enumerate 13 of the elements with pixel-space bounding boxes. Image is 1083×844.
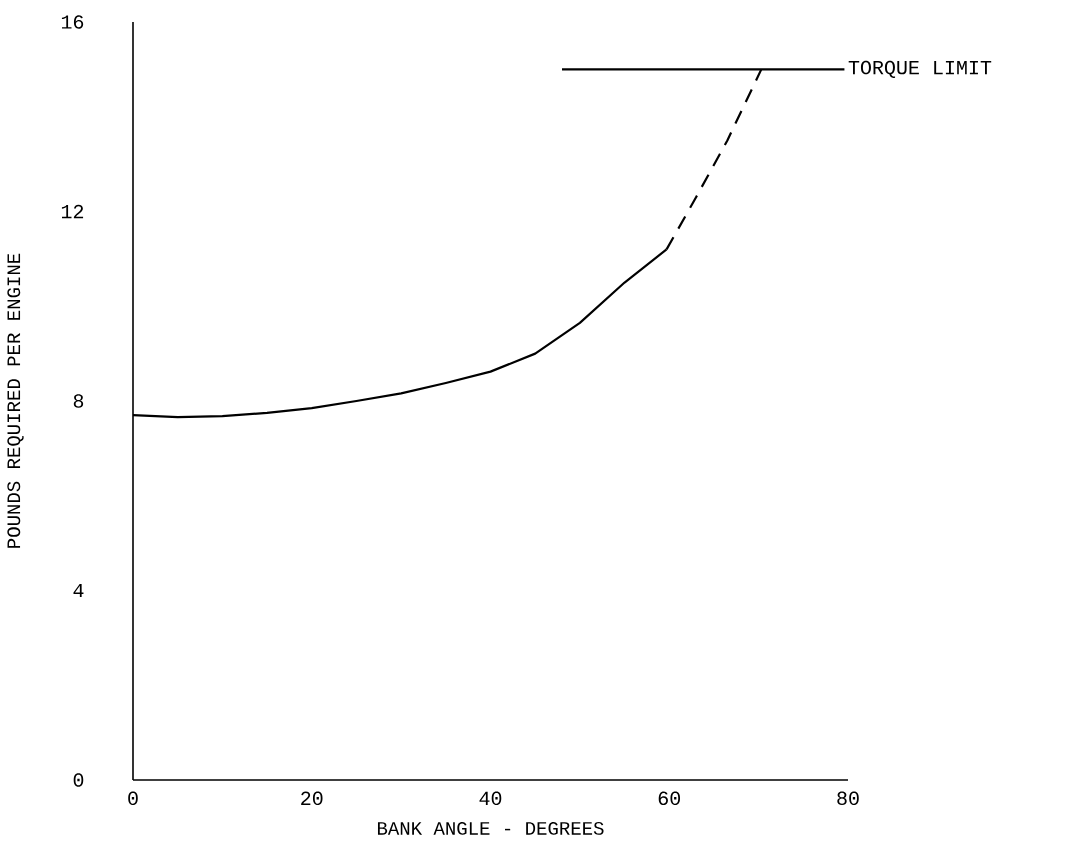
y-tick-label: 4 <box>73 583 84 598</box>
x-tick-label: 40 <box>479 791 502 806</box>
x-axis-title: BANK ANGLE - DEGREES <box>377 821 604 835</box>
y-tick-label: 8 <box>73 394 84 408</box>
y-axis-title: POUNDS REQUIRED PER ENGINE <box>7 253 24 548</box>
y-tick-label: 0 <box>73 773 84 787</box>
x-tick-label: 60 <box>658 791 681 806</box>
x-tick-label: 0 <box>128 791 138 806</box>
series-label: TORQUE LIMIT <box>848 60 992 78</box>
x-tick-label: 20 <box>301 791 323 806</box>
y-tick-label: 12 <box>61 204 84 219</box>
x-tick-label: 80 <box>837 791 859 806</box>
y-tick-label: 16 <box>61 15 84 29</box>
